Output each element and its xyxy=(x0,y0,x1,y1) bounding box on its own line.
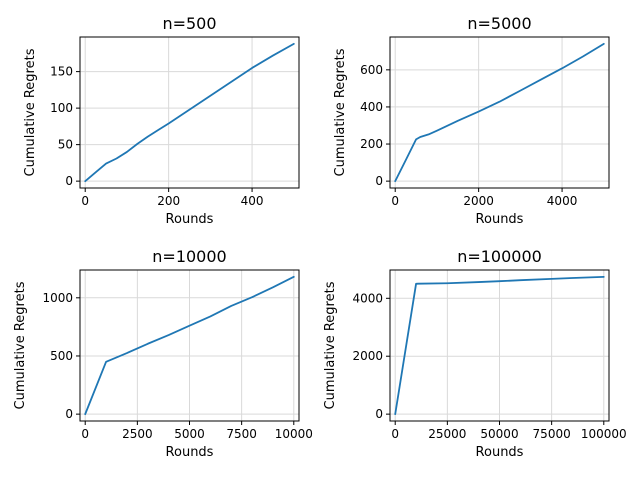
y-axis-label: Cumulative Regrets xyxy=(13,281,28,409)
x-tick-label: 400 xyxy=(241,194,264,208)
y-tick-label: 400 xyxy=(360,100,383,114)
subplot-title: n=500 xyxy=(162,14,216,33)
x-tick-label: 0 xyxy=(81,194,89,208)
x-axis-label: Rounds xyxy=(166,445,214,460)
subplot-title: n=5000 xyxy=(467,14,531,33)
y-tick-label: 0 xyxy=(65,407,73,421)
y-tick-label: 0 xyxy=(375,407,383,421)
series-line-regret xyxy=(394,42,605,183)
x-tick-label: 4000 xyxy=(547,194,578,208)
subplot-title: n=10000 xyxy=(152,247,226,266)
y-tick-label: 1000 xyxy=(42,291,73,305)
x-axis-label: Rounds xyxy=(166,212,214,227)
plot-frame xyxy=(79,36,300,189)
y-tick-label: 150 xyxy=(50,65,73,79)
y-axis-label: Cumulative Regrets xyxy=(333,48,348,176)
x-tick-label: 75000 xyxy=(533,427,571,441)
y-tick-label: 50 xyxy=(58,138,73,152)
x-tick-label: 0 xyxy=(81,427,89,441)
x-tick-label: 2500 xyxy=(122,427,153,441)
y-tick-label: 200 xyxy=(360,137,383,151)
x-tick-label: 200 xyxy=(157,194,180,208)
series-line-regret xyxy=(394,275,605,416)
x-axis-label: Rounds xyxy=(476,445,524,460)
y-tick-label: 0 xyxy=(65,174,73,188)
y-tick-label: 600 xyxy=(360,63,383,77)
x-tick-label: 25000 xyxy=(428,427,466,441)
subplot-n10000: 0 2500 5000 7500 10000 0 500 1000 n=10000 Rounds C… xyxy=(13,247,313,460)
x-tick-label: 0 xyxy=(391,194,399,208)
subplot-title: n=100000 xyxy=(457,247,542,266)
y-tick-label: 0 xyxy=(375,174,383,188)
x-tick-label: 5000 xyxy=(174,427,205,441)
subplot-n5000: 0 2000 4000 0 200 400 600 n=5000 Rounds Cumulativ… xyxy=(333,14,610,227)
series-line-regret xyxy=(84,42,295,183)
y-tick-label: 4000 xyxy=(352,291,383,305)
subplot-n100000: 0 25000 50000 75000 100000 0 2000 4000 n=100000 R… xyxy=(323,247,627,460)
x-tick-label: 7500 xyxy=(226,427,257,441)
subplot-n500: 0 200 400 0 50 100 150 n=500 Rounds Cumulative Re… xyxy=(23,14,300,227)
y-tick-label: 500 xyxy=(50,349,73,363)
x-tick-label: 2000 xyxy=(463,194,494,208)
y-tick-label: 100 xyxy=(50,101,73,115)
x-axis-label: Rounds xyxy=(476,212,524,227)
x-tick-label: 50000 xyxy=(480,427,518,441)
plot-frame xyxy=(389,36,610,189)
x-tick-label: 10000 xyxy=(275,427,313,441)
series-line-regret xyxy=(84,275,295,416)
y-axis-label: Cumulative Regrets xyxy=(323,281,338,409)
x-tick-label: 100000 xyxy=(581,427,627,441)
x-tick-label: 0 xyxy=(391,427,399,441)
y-axis-label: Cumulative Regrets xyxy=(23,48,38,176)
y-tick-label: 2000 xyxy=(352,349,383,363)
